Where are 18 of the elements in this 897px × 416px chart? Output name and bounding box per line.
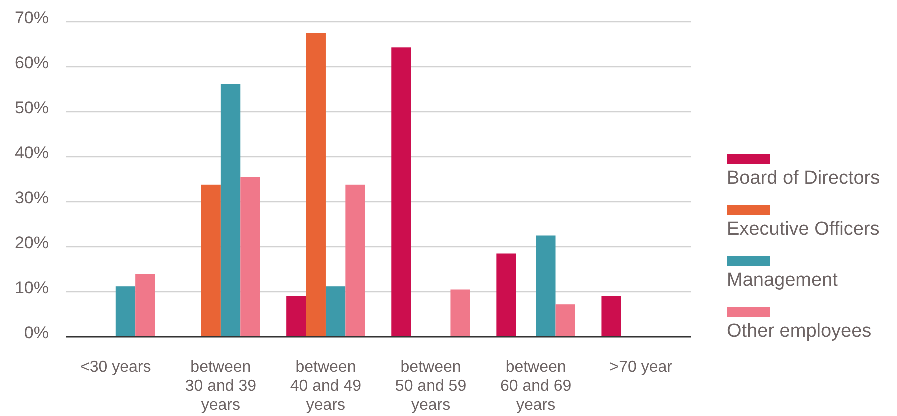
y-tick-label: 50%: [14, 98, 49, 118]
y-tick-label: 30%: [14, 188, 49, 208]
x-tick-label: >70 year: [610, 359, 674, 376]
y-tick-label: 0%: [24, 324, 49, 343]
legend-label: Board of Directors: [727, 168, 880, 189]
x-tick-label: between 60 and 69 years: [500, 359, 572, 414]
legend-label: Other employees: [727, 321, 872, 342]
x-tick-label: between 50 and 59 years: [395, 359, 467, 414]
x-tick-label: between 40 and 49 years: [290, 359, 362, 414]
y-tick-label: 10%: [14, 278, 49, 298]
y-tick-label: 20%: [14, 234, 49, 253]
legend-label: Executive Officers: [727, 219, 880, 240]
legend-label: Management: [727, 270, 839, 291]
x-tick-label: <30 years: [80, 359, 152, 376]
y-tick-label: 60%: [14, 54, 49, 73]
y-tick-label: 40%: [14, 144, 49, 163]
y-tick-label: 70%: [14, 8, 49, 28]
x-tick-label: between 30 and 39 years: [185, 359, 257, 414]
